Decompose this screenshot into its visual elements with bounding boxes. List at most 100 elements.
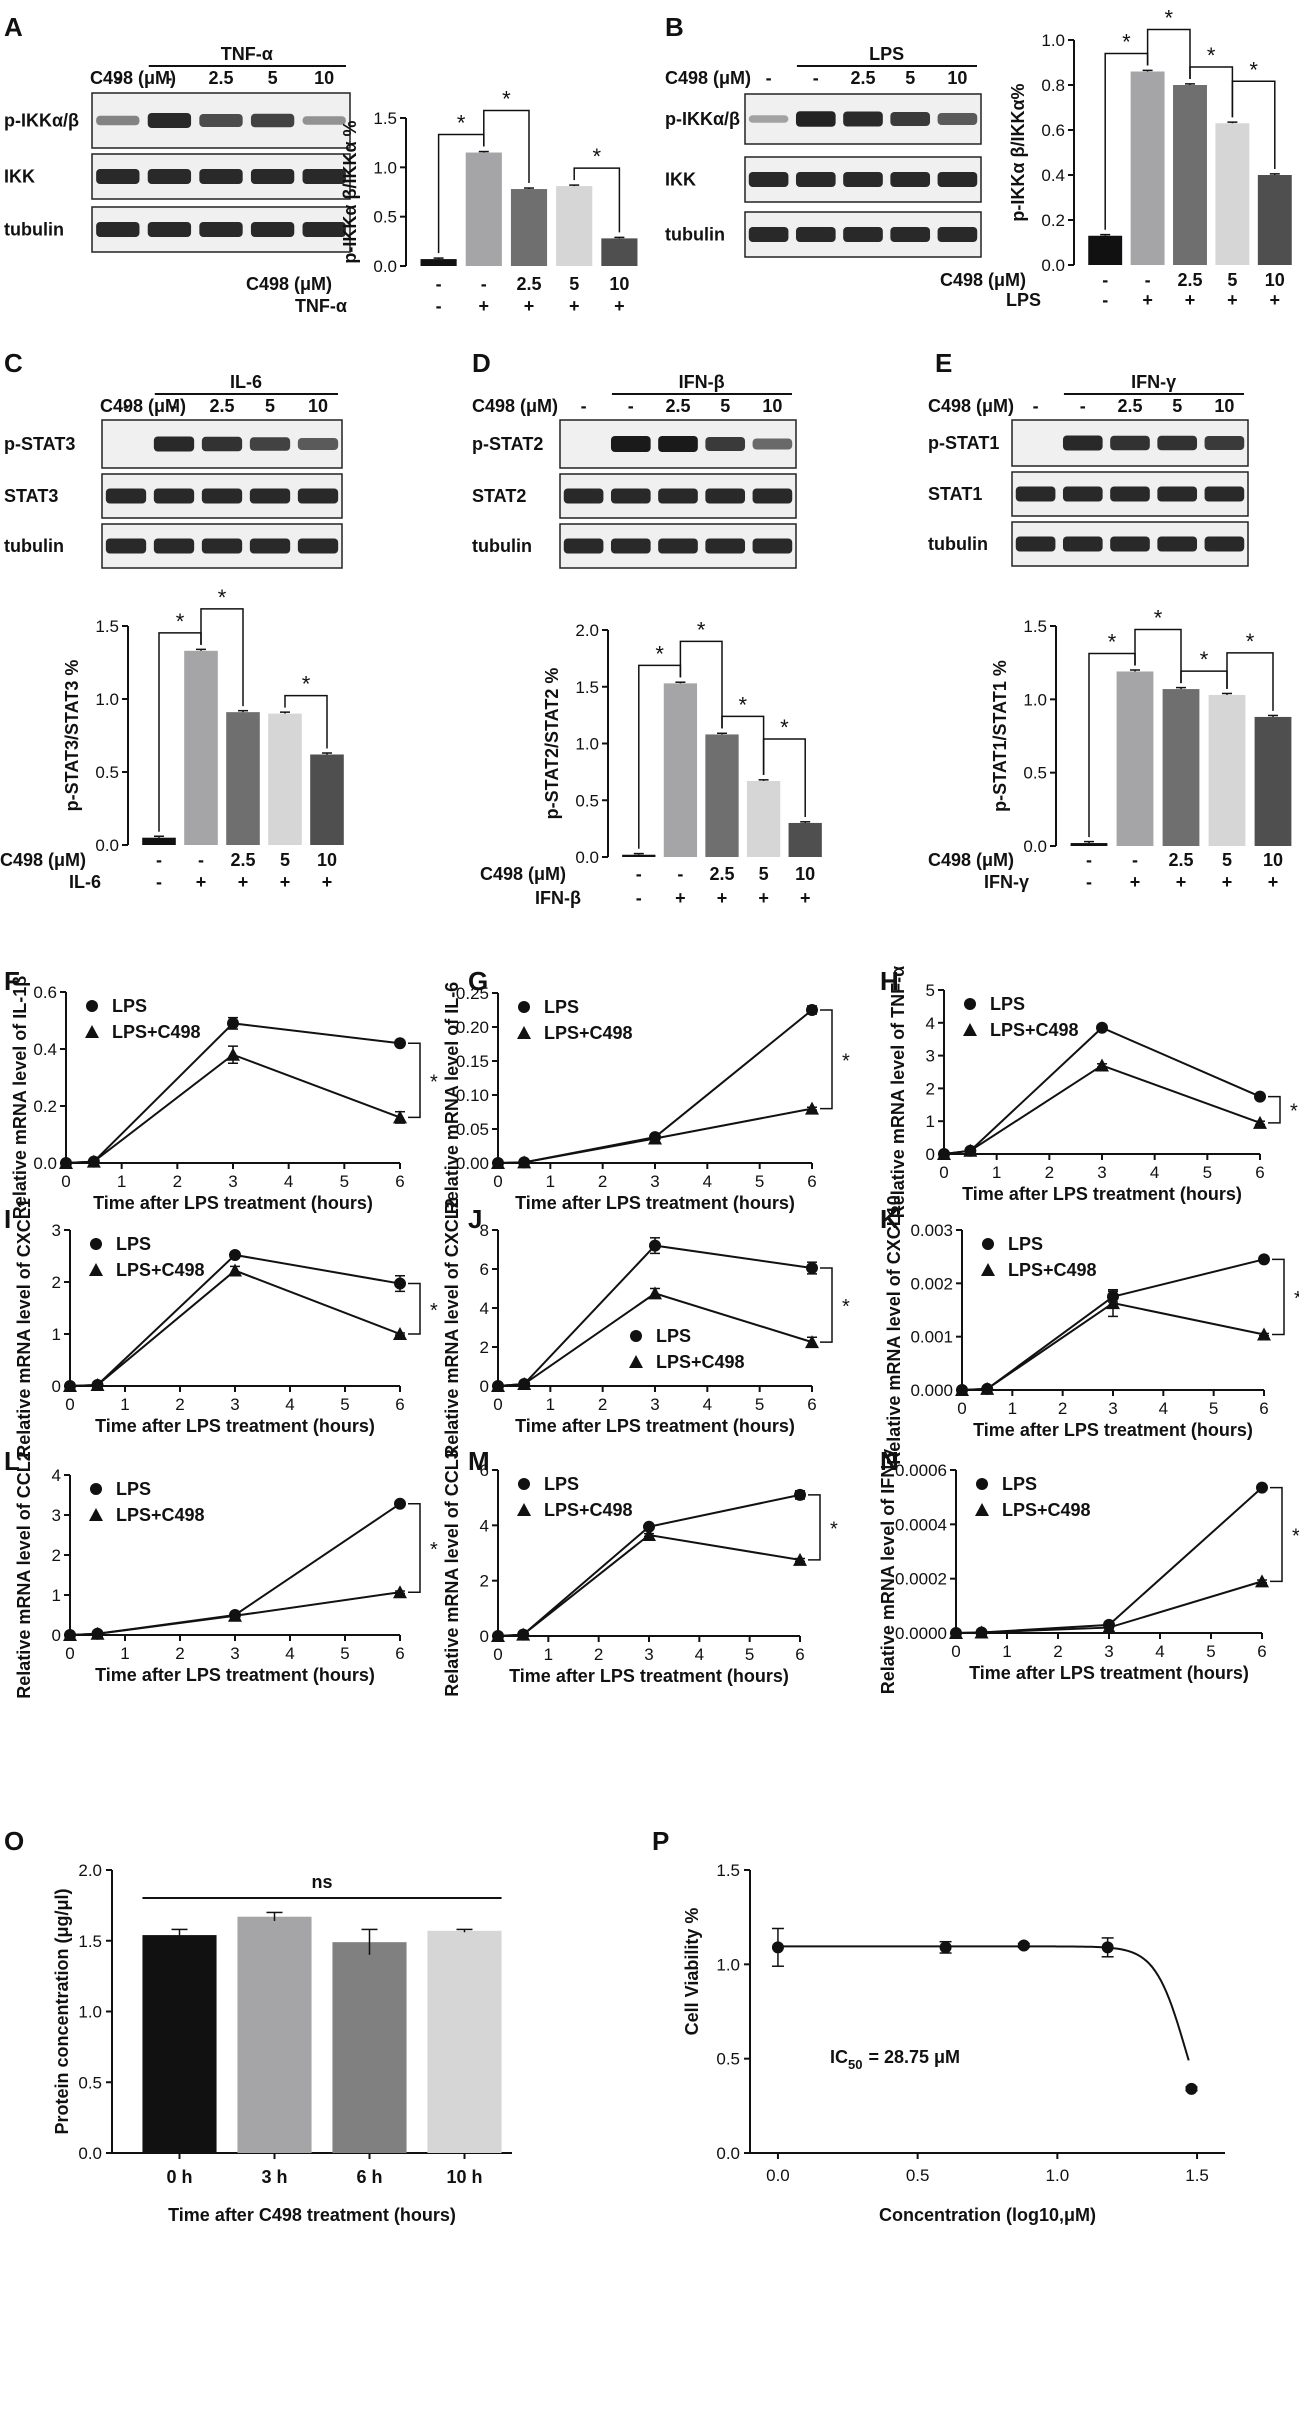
x-axis-title: Time after C498 treatment (hours) [168, 2205, 456, 2225]
blot-conc-value: - [581, 396, 587, 416]
data-point [649, 1239, 661, 1252]
blot-conc-value: - [766, 68, 772, 88]
blot-conc-value: 10 [1214, 396, 1234, 416]
sig-bracket [1226, 652, 1274, 711]
y-tick-label: 1.0 [95, 690, 119, 709]
blot-band [658, 488, 698, 504]
x-tick-label: 5 [1206, 1642, 1215, 1661]
bar-chart-a: 0.0 0.5 1.0 1.5 p-IKKα β/IKKα % C498 (μM)TNF-… [246, 87, 638, 316]
y-tick-label: 0.5 [1023, 764, 1047, 783]
series-line [69, 1591, 401, 1636]
legend-marker [518, 1001, 530, 1013]
sig-star: * [842, 1050, 850, 1072]
sig-bracket [820, 1267, 833, 1343]
y-tick-label: 0.8 [1041, 76, 1065, 95]
data-point [806, 1262, 818, 1275]
cond-value: + [280, 872, 291, 892]
y-tick-label: 0.5 [575, 791, 599, 810]
x-tick-label: 1 [117, 1172, 126, 1191]
sig-bracket [762, 738, 806, 817]
blot-conc-value: 2.5 [208, 68, 233, 88]
y-tick-label: 0.0 [1041, 256, 1065, 275]
blot-band [1062, 435, 1103, 451]
blot-band [610, 538, 651, 554]
legend-label: LPS+C498 [990, 1020, 1079, 1040]
sig-bracket [1272, 1258, 1285, 1336]
sig-bracket [408, 1282, 421, 1335]
y-axis-title: p-IKKα β/IKKα% [1008, 83, 1028, 221]
x-tick-label: 5 [340, 1395, 349, 1414]
blot-band [843, 111, 883, 127]
series-line [65, 1053, 401, 1164]
cond-value: + [675, 888, 686, 908]
cond-value: - [436, 274, 442, 294]
blot-panel-c: C IL-6 C498 (μM)- - 2.5 5 10 p-STAT3 STAT3 tubuli… [4, 348, 343, 569]
data-point [1257, 1327, 1271, 1341]
data-point [516, 1627, 531, 1641]
sig-star: * [697, 617, 706, 642]
bar-chart-b: 0.0 0.2 0.4 0.6 0.8 1.0 p-IKKα β/IKKα% C498 (μM… [940, 6, 1292, 310]
blot-band [610, 436, 651, 452]
cond-row-name: C498 (μM) [480, 864, 566, 884]
blot-band [96, 222, 140, 237]
x-tick-label: 3 [1097, 1163, 1106, 1182]
y-tick-label: 0.0 [33, 1154, 57, 1173]
blot-band [748, 227, 789, 242]
data-point [1258, 1253, 1270, 1266]
blot-band [153, 436, 195, 452]
x-tick-label: 4 [285, 1395, 294, 1414]
blot-band [1157, 536, 1198, 552]
blot-band [105, 538, 147, 554]
blot-conc-value: 2.5 [665, 396, 690, 416]
data-point [491, 1156, 505, 1169]
legend-marker [86, 1000, 98, 1012]
sig-star: * [430, 1071, 438, 1093]
data-point [648, 1131, 662, 1145]
y-axis-title: p-STAT3/STAT3 % [62, 660, 82, 812]
blot-conc-label: C498 (μM) [90, 68, 176, 88]
data-point [794, 1488, 806, 1501]
cond-value: + [1227, 290, 1238, 310]
y-tick-label: 3 [926, 1047, 935, 1066]
x-tick-label: 2 [598, 1395, 607, 1414]
bar [310, 754, 344, 845]
y-tick-label: 2 [480, 1338, 489, 1357]
legend-marker [90, 1483, 102, 1495]
data-point [227, 1017, 239, 1030]
x-tick-label: 0 [951, 1642, 960, 1661]
series-line [497, 1533, 801, 1637]
x-axis-title: Time after LPS treatment (hours) [515, 1193, 795, 1213]
x-tick-label: 1 [1002, 1642, 1011, 1661]
blot-band [705, 538, 746, 554]
legend-marker [517, 1503, 531, 1516]
y-tick-label: 0.0 [373, 257, 397, 276]
x-tick-label: 4 [1155, 1642, 1164, 1661]
x-tick-label: 1.0 [1046, 2166, 1070, 2185]
x-axis-title: Time after LPS treatment (hours) [509, 1666, 789, 1686]
cond-value: 2.5 [1177, 270, 1202, 290]
x-tick-label: 3 [650, 1172, 659, 1191]
panel-letter: C [4, 348, 23, 378]
sig-bracket [1180, 670, 1228, 689]
y-tick-label: 1.0 [78, 2003, 102, 2022]
x-tick-label: 2 [1053, 1642, 1062, 1661]
legend-label: LPS [1008, 1234, 1043, 1254]
x-tick-label: 1 [544, 1645, 553, 1664]
data-point [974, 1625, 989, 1639]
panel-letter: P [652, 1826, 669, 1856]
y-tick-label: 0.2 [1041, 211, 1065, 230]
sig-star: * [655, 641, 664, 666]
blot-band [795, 172, 836, 187]
panel-letter: K [880, 1204, 899, 1234]
cond-value: + [1176, 872, 1187, 892]
data-point [1102, 1620, 1116, 1634]
cond-value: + [524, 296, 535, 316]
cond-value: 5 [569, 274, 579, 294]
cond-value: + [196, 872, 207, 892]
bar [1257, 175, 1292, 265]
legend-label: LPS+C498 [1008, 1260, 1097, 1280]
data-point [1185, 2082, 1198, 2095]
legend-marker [89, 1508, 103, 1521]
